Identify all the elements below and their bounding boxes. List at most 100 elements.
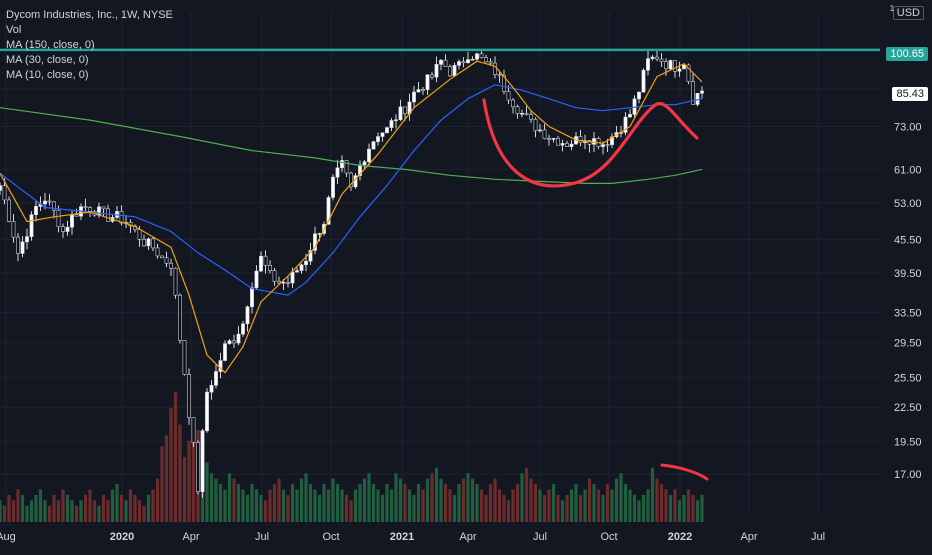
ma10-line — [0, 60, 703, 374]
x-tick-label: Jul — [255, 531, 269, 543]
volume-bar — [448, 489, 452, 522]
volume-bar — [677, 500, 682, 522]
volume-bar — [353, 489, 358, 522]
y-tick-label: 33.50 — [894, 307, 922, 319]
volume-bar — [686, 489, 691, 522]
candle-body — [236, 333, 241, 344]
candle-body — [20, 241, 25, 254]
volume-bar — [601, 494, 605, 522]
volume-bar — [142, 505, 146, 522]
volume-bar — [610, 489, 614, 522]
volume-bar — [695, 500, 700, 522]
volume-bar — [425, 478, 430, 522]
candle-body — [542, 129, 547, 139]
volume-bar — [538, 489, 542, 522]
cup-handle-drawing — [482, 98, 699, 188]
candle-body — [65, 226, 70, 232]
volume-bar — [502, 494, 506, 522]
candle-body — [650, 56, 655, 59]
volume-bar — [506, 500, 511, 522]
volume-bar — [673, 489, 677, 522]
volume-bar — [79, 500, 83, 522]
volume-bar — [700, 494, 704, 522]
candle-body — [331, 176, 335, 198]
candle-body — [205, 391, 209, 432]
volume-bar — [574, 484, 578, 522]
y-tick-label: 22.50 — [894, 402, 922, 414]
currency-button[interactable]: 1 USD — [890, 4, 924, 20]
candle-body — [25, 236, 29, 243]
volume-bar — [331, 478, 335, 522]
candle-body — [551, 138, 556, 140]
volume-bar — [290, 484, 295, 522]
candle-body — [398, 106, 403, 121]
volume-bar — [682, 494, 686, 522]
volume-bar — [637, 500, 641, 522]
volume-bar — [92, 500, 97, 522]
ma150-legend[interactable]: MA (150, close, 0) — [6, 39, 95, 51]
candle-body — [169, 262, 173, 269]
candle-body — [56, 209, 61, 228]
candle-body — [601, 144, 605, 147]
candle-body — [556, 138, 560, 146]
chart-legend: Dycom Industries, Inc., 1W, NYSE Vol MA … — [6, 8, 173, 83]
candle-body — [677, 68, 682, 72]
volume-bar — [421, 489, 425, 522]
volume-bar — [385, 484, 389, 522]
candle-body — [655, 56, 659, 60]
candle-body — [628, 114, 632, 118]
vol-legend[interactable]: Vol — [6, 24, 22, 36]
candle-body — [520, 113, 524, 115]
candle-body — [142, 238, 146, 247]
candle-body — [304, 260, 308, 266]
candle-body — [34, 206, 38, 216]
candle-body — [119, 211, 124, 224]
volume-bar — [214, 478, 218, 522]
y-tick-label: 73.00 — [894, 122, 922, 134]
x-tick-label: Jul — [811, 531, 825, 543]
x-tick-label: Aug — [0, 531, 16, 543]
volume-bar — [47, 505, 52, 522]
candle-body — [560, 143, 565, 146]
volume-bar — [587, 478, 592, 522]
candle-body — [686, 64, 691, 82]
candle-body — [254, 270, 259, 288]
ma30-legend[interactable]: MA (30, close, 0) — [6, 54, 89, 66]
volume-bar — [470, 478, 475, 522]
volume-bar — [205, 462, 209, 522]
candle-body — [227, 340, 232, 344]
candle-body — [515, 106, 520, 114]
ma10-legend[interactable]: MA (10, close, 0) — [6, 69, 89, 81]
volume-bar — [326, 489, 331, 522]
candle-body — [367, 148, 371, 163]
candle-body — [362, 161, 367, 166]
volume-bar — [241, 489, 245, 522]
candle-body — [452, 65, 457, 77]
volume-bar — [232, 478, 236, 522]
volume-bar — [664, 489, 668, 522]
candle-body — [470, 58, 475, 61]
candle-body — [16, 236, 20, 254]
volume-bar — [376, 489, 380, 522]
candle-body — [29, 214, 34, 237]
volume-bar — [151, 489, 155, 522]
symbol-title[interactable]: Dycom Industries, Inc., 1W, NYSE — [6, 9, 173, 21]
candle-body — [196, 442, 200, 492]
candle-body — [232, 340, 236, 344]
candle-body — [11, 221, 16, 238]
volume-bar — [272, 484, 277, 522]
x-tick-label: 2022 — [668, 531, 692, 543]
volume-bar — [133, 494, 137, 522]
volume-bar — [245, 494, 250, 522]
volume-bar — [461, 478, 466, 522]
x-tick-label: Oct — [322, 531, 339, 543]
volume-bar — [286, 494, 290, 522]
candle-body — [511, 99, 515, 108]
candle-body — [241, 323, 245, 335]
candle-body — [691, 81, 695, 105]
volume-bar — [335, 484, 340, 522]
volume-bar — [227, 473, 232, 522]
candle-body — [394, 119, 398, 122]
